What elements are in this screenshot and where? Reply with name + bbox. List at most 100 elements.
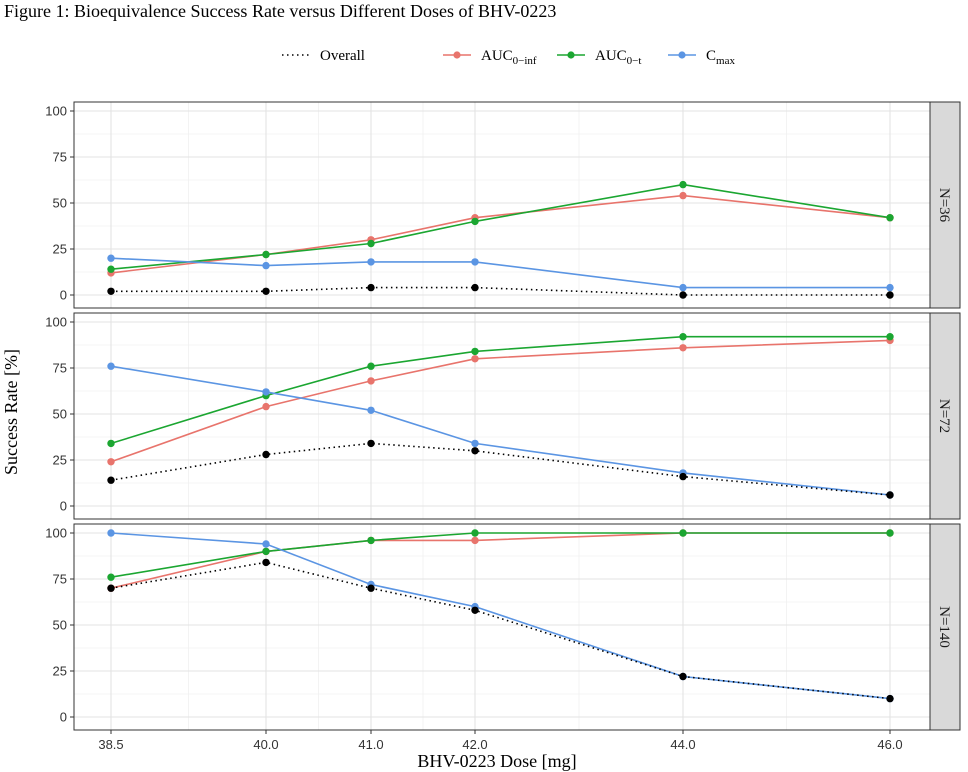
y-tick-label: 75 (53, 361, 67, 376)
legend-marker (567, 51, 575, 59)
series-line (110, 183, 891, 270)
data-point (262, 287, 270, 295)
data-point (107, 476, 115, 484)
data-point (471, 536, 479, 545)
data-point (886, 291, 894, 299)
facet-strip (929, 101, 961, 309)
panel-background (74, 524, 930, 730)
data-point (886, 333, 894, 341)
data-point (886, 214, 894, 222)
data-point (886, 491, 894, 499)
x-tick-label: 42.0 (462, 737, 487, 752)
data-point (107, 439, 115, 448)
data-point (886, 529, 894, 537)
data-point (107, 573, 115, 581)
y-tick-label: 100 (45, 526, 67, 541)
y-tick-label: 25 (53, 664, 67, 679)
facet-strip-label: N=72 (936, 399, 952, 433)
y-tick-label: 0 (60, 710, 67, 725)
x-tick-label: 40.0 (253, 737, 278, 752)
data-point (262, 388, 270, 396)
data-point (367, 536, 375, 545)
legend-label: Overall (320, 48, 365, 64)
x-axis-title: BHV-0223 Dose [mg] (417, 751, 576, 771)
data-point (471, 258, 479, 266)
series-overall (107, 283, 894, 299)
legend-marker (453, 51, 461, 59)
y-tick-label: 75 (53, 150, 67, 165)
x-tick-label: 46.0 (877, 737, 902, 752)
data-point (679, 291, 687, 299)
series-auc-t (107, 529, 894, 581)
data-point (367, 258, 375, 266)
series-overall (107, 558, 894, 703)
data-point (471, 347, 479, 356)
y-tick-label: 50 (53, 618, 67, 633)
data-point (262, 450, 270, 459)
facet-strip-label: N=36 (936, 188, 952, 223)
legend-label: AUC0−inf (481, 48, 537, 67)
data-point (367, 584, 375, 592)
series-line (110, 532, 890, 578)
data-point (886, 283, 894, 292)
data-point (262, 261, 270, 270)
data-point (262, 402, 270, 411)
series-cmax (107, 254, 894, 292)
panel-n-36: 0 25 50 75 100 N=36 (45, 101, 961, 309)
data-point (107, 287, 115, 295)
x-axis: 38.5 40.0 41.0 42.0 44.0 46.0 (98, 730, 903, 752)
x-tick-label: 44.0 (670, 737, 695, 752)
series-line (110, 365, 891, 496)
y-tick-label: 0 (60, 288, 67, 303)
data-point (107, 584, 115, 592)
data-point (471, 355, 479, 363)
legend-label: AUC0−t (595, 48, 641, 67)
y-tick-label: 25 (53, 242, 67, 257)
data-point (367, 439, 375, 448)
legend-item-auc_inf: AUC0−inf (443, 48, 537, 67)
panel-n-72: 0 25 50 75 100 N=72 (45, 312, 961, 520)
data-point (886, 694, 894, 703)
data-point (679, 333, 687, 341)
data-point (471, 606, 479, 614)
data-point (679, 472, 687, 481)
data-point (471, 529, 479, 537)
series-auc-inf (107, 336, 894, 466)
y-tick-label: 100 (45, 315, 67, 330)
data-point (107, 362, 115, 370)
legend-marker (678, 51, 686, 59)
data-point (367, 377, 375, 385)
series-cmax (107, 529, 894, 703)
legend-item-cmax: Cmax (668, 48, 735, 67)
data-point (262, 250, 270, 259)
panel-n-140: 0 25 50 75 100 N=140 (45, 523, 961, 731)
data-point (471, 283, 479, 292)
data-point (262, 540, 270, 548)
facet-strip (929, 312, 961, 520)
series-line (110, 442, 891, 496)
data-point (679, 191, 687, 200)
y-tick-label: 0 (60, 499, 67, 514)
data-point (679, 180, 687, 189)
legend: Overall AUC0−inf AUC0−t Cmax (282, 48, 735, 67)
facet-panels: 0 25 50 75 100 N=36 0 25 50 75 100 N=72 0 25 50 75 100 N=… (45, 101, 961, 731)
y-tick-label: 25 (53, 453, 67, 468)
series-auc-t (107, 180, 894, 273)
facet-strip-label: N=140 (936, 606, 952, 648)
y-tick-label: 100 (45, 104, 67, 119)
data-point (367, 239, 375, 248)
series-line (110, 339, 891, 463)
data-point (367, 406, 375, 414)
data-point (107, 529, 115, 537)
data-point (679, 672, 687, 681)
data-point (107, 254, 115, 262)
data-point (367, 362, 375, 370)
figure-title: Figure 1: Bioequivalence Success Rate ve… (4, 1, 556, 21)
data-point (471, 217, 479, 226)
series-line (110, 335, 890, 445)
data-point (679, 529, 687, 537)
data-point (471, 439, 479, 448)
series-cmax (107, 362, 894, 499)
data-point (679, 344, 687, 352)
